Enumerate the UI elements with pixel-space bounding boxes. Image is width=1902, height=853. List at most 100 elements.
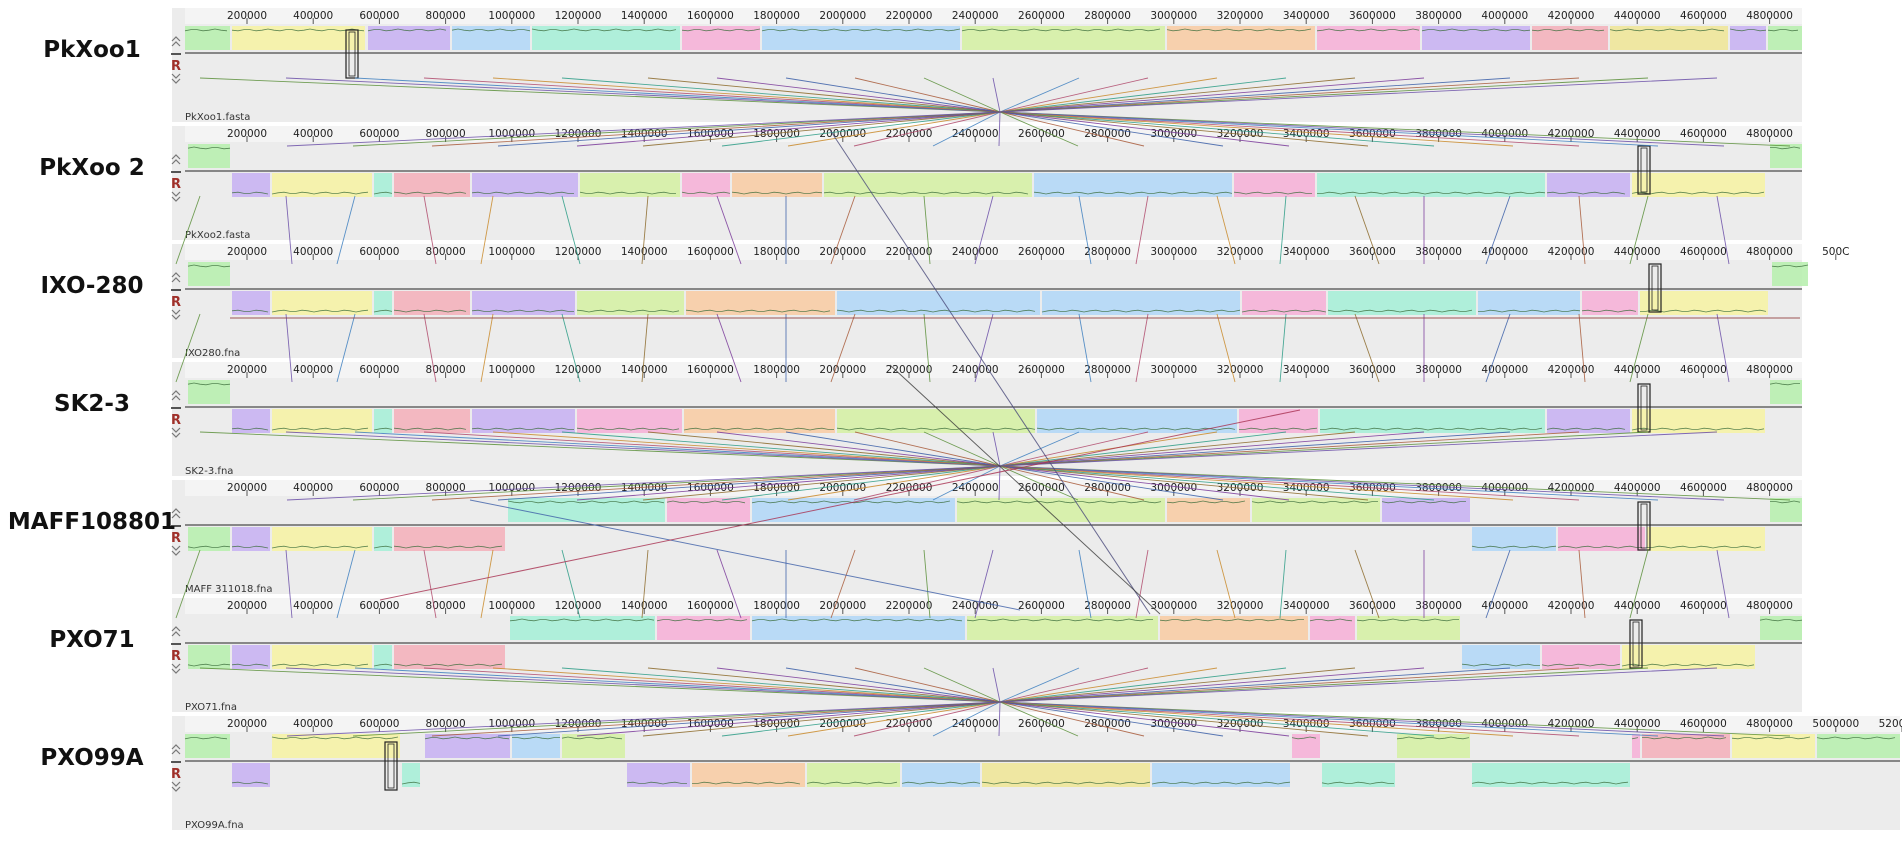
lcb-block[interactable]: [1042, 291, 1240, 315]
scroll-up-icon[interactable]: [171, 626, 181, 637]
reverse-button[interactable]: R: [171, 177, 181, 192]
similarity-profile: [1621, 663, 1755, 667]
lcb-block[interactable]: [1632, 734, 1640, 758]
reverse-button[interactable]: R: [171, 767, 181, 782]
similarity-profile: [367, 28, 447, 32]
scroll-down-icon[interactable]: [171, 73, 181, 84]
ruler-tick-label: 3600000: [1349, 600, 1396, 612]
scroll-down-icon[interactable]: [171, 781, 181, 792]
lcb-block[interactable]: [374, 527, 392, 551]
lcb-connector: [423, 313, 437, 383]
similarity-profile: [1321, 781, 1394, 785]
similarity-profile: [231, 191, 269, 195]
lcb-block[interactable]: [374, 173, 392, 197]
similarity-profile: [471, 309, 574, 313]
ruler-tick-label: 600000: [359, 718, 399, 730]
similarity-profile: [231, 545, 269, 549]
similarity-profile: [1166, 500, 1246, 504]
ruler-tick-label: 4400000: [1614, 246, 1661, 258]
similarity-profile: [393, 545, 503, 549]
lcb-block[interactable]: [188, 262, 230, 286]
similarity-profile: [1316, 28, 1420, 32]
similarity-profile: [576, 309, 680, 313]
ruler-tick-label: 3000000: [1150, 600, 1197, 612]
lcb-block[interactable]: [188, 144, 230, 168]
ruler-tick-label: 2800000: [1084, 718, 1131, 730]
region-marker[interactable]: [384, 741, 398, 791]
similarity-profile: [471, 427, 574, 431]
lcb-block[interactable]: [692, 763, 805, 787]
region-marker[interactable]: [345, 29, 359, 79]
lcb-connector: [1354, 313, 1380, 383]
ruler-tick-label: 800000: [426, 364, 466, 376]
scroll-up-icon[interactable]: [171, 390, 181, 401]
similarity-profile: [187, 663, 231, 667]
scroll-down-icon[interactable]: [171, 427, 181, 438]
lcb-block[interactable]: [188, 645, 230, 669]
lcb-block[interactable]: [232, 26, 365, 50]
lcb-connector: [1078, 313, 1092, 383]
reverse-button[interactable]: R: [171, 413, 181, 428]
scroll-up-icon[interactable]: [171, 154, 181, 165]
region-marker[interactable]: [1637, 145, 1651, 195]
lcb-connector: [1216, 549, 1236, 619]
scroll-up-icon[interactable]: [171, 508, 181, 519]
similarity-profile: [1239, 427, 1318, 431]
lcb-block[interactable]: [374, 645, 392, 669]
reverse-button[interactable]: R: [171, 59, 181, 74]
lcb-block[interactable]: [1582, 291, 1638, 315]
region-marker-inner: [387, 743, 395, 789]
scroll-down-icon[interactable]: [171, 545, 181, 556]
ruler-tick-label: 3400000: [1283, 246, 1330, 258]
ruler-tick-label: 2400000: [952, 246, 999, 258]
lcb-block[interactable]: [188, 380, 230, 404]
scroll-down-icon[interactable]: [171, 309, 181, 320]
region-marker[interactable]: [1637, 501, 1651, 551]
lcb-block[interactable]: [1234, 173, 1315, 197]
scroll-up-icon[interactable]: [171, 744, 181, 755]
scroll-down-icon[interactable]: [171, 663, 181, 674]
scroll-down-icon[interactable]: [171, 191, 181, 202]
lcb-block[interactable]: [1462, 645, 1540, 669]
ruler-tick-label: 2800000: [1084, 482, 1131, 494]
ruler-tick-label: 4000000: [1481, 246, 1528, 258]
similarity-profile: [576, 427, 680, 431]
similarity-profile: [1816, 736, 1896, 740]
similarity-profile: [761, 28, 961, 32]
ruler-tick-label: 2200000: [886, 10, 933, 22]
reverse-button[interactable]: R: [171, 649, 181, 664]
lcb-connector: [1135, 313, 1149, 383]
reverse-button[interactable]: R: [171, 531, 181, 546]
ruler-tick-label: 800000: [426, 718, 466, 730]
reverse-button[interactable]: R: [171, 295, 181, 310]
similarity-profile: [373, 663, 393, 667]
sequence-file-name: PkXoo2.fasta: [185, 230, 250, 241]
ruler-tick-label: 500C: [1822, 246, 1849, 258]
lcb-block[interactable]: [188, 527, 230, 551]
lcb-block[interactable]: [1242, 291, 1326, 315]
lcb-block[interactable]: [762, 26, 960, 50]
lcb-block[interactable]: [374, 409, 392, 433]
lcb-block[interactable]: [1760, 616, 1802, 640]
ruler-tick-label: 200000: [227, 718, 267, 730]
lcb-connector: [716, 313, 742, 383]
coordinate-ruler: [185, 8, 1802, 24]
ruler-tick-label: 4600000: [1680, 718, 1727, 730]
lcb-connector: [480, 195, 494, 265]
region-marker[interactable]: [1629, 619, 1643, 669]
lcb-block[interactable]: [1647, 527, 1765, 551]
scroll-up-icon[interactable]: [171, 272, 181, 283]
similarity-profile: [1631, 191, 1765, 195]
ruler-tick-label: 1200000: [555, 246, 602, 258]
similarity-profile: [373, 427, 393, 431]
similarity-profile: [836, 427, 1036, 431]
region-marker[interactable]: [1648, 263, 1662, 313]
ruler-tick-label: 1400000: [621, 364, 668, 376]
similarity-profile: [579, 191, 676, 195]
lcb-connector: [285, 549, 293, 619]
lcb-block[interactable]: [374, 291, 392, 315]
scroll-up-icon[interactable]: [171, 36, 181, 47]
similarity-profile: [1233, 191, 1312, 195]
similarity-profile: [1151, 781, 1291, 785]
lcb-block[interactable]: [402, 763, 420, 787]
